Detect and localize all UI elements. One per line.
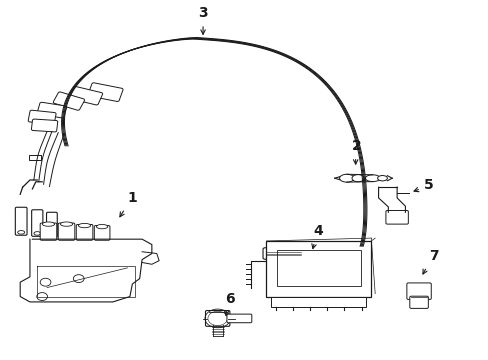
FancyBboxPatch shape	[94, 226, 110, 240]
Text: 4: 4	[313, 224, 323, 238]
FancyBboxPatch shape	[53, 92, 84, 110]
Ellipse shape	[18, 230, 24, 234]
FancyBboxPatch shape	[15, 207, 27, 235]
Bar	[277, 250, 360, 286]
Text: 5: 5	[423, 178, 433, 192]
FancyBboxPatch shape	[385, 211, 407, 224]
Text: 3: 3	[198, 6, 207, 20]
Ellipse shape	[42, 222, 55, 226]
Bar	[271, 297, 366, 307]
FancyBboxPatch shape	[263, 248, 304, 259]
FancyBboxPatch shape	[205, 311, 229, 326]
FancyBboxPatch shape	[28, 110, 56, 124]
FancyBboxPatch shape	[58, 223, 75, 240]
FancyBboxPatch shape	[46, 212, 57, 237]
FancyBboxPatch shape	[32, 210, 43, 236]
FancyBboxPatch shape	[226, 314, 251, 323]
Text: 2: 2	[351, 139, 361, 153]
FancyBboxPatch shape	[88, 83, 123, 102]
Bar	[266, 241, 370, 297]
FancyBboxPatch shape	[76, 225, 93, 240]
FancyBboxPatch shape	[406, 283, 430, 300]
FancyBboxPatch shape	[29, 155, 41, 160]
Ellipse shape	[339, 174, 353, 182]
Text: 7: 7	[428, 249, 438, 263]
FancyBboxPatch shape	[37, 102, 66, 118]
Ellipse shape	[351, 175, 364, 182]
Ellipse shape	[34, 231, 41, 235]
Ellipse shape	[365, 175, 379, 181]
Ellipse shape	[60, 222, 73, 226]
FancyBboxPatch shape	[31, 119, 58, 132]
FancyBboxPatch shape	[69, 86, 102, 105]
Text: 1: 1	[127, 191, 137, 205]
FancyBboxPatch shape	[40, 223, 57, 240]
Ellipse shape	[78, 224, 90, 228]
Ellipse shape	[96, 225, 107, 229]
Ellipse shape	[49, 233, 55, 236]
Ellipse shape	[377, 176, 386, 181]
Text: 6: 6	[224, 292, 234, 306]
FancyBboxPatch shape	[409, 296, 427, 309]
